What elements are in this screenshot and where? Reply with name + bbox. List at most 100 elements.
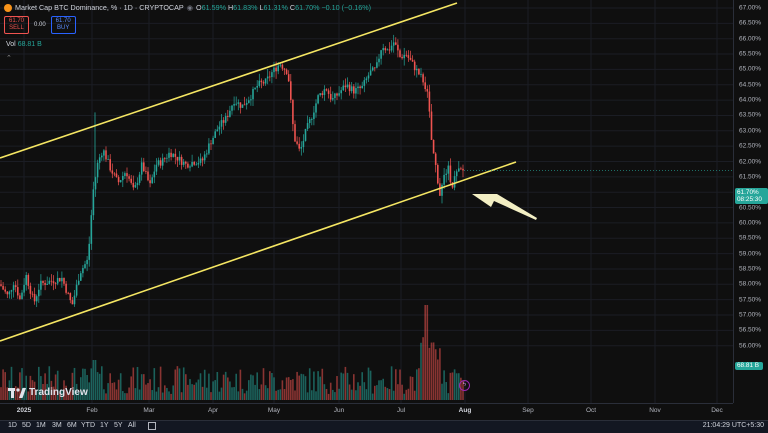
volume-legend[interactable]: Vol 68.81 B — [6, 41, 42, 48]
sell-button[interactable]: 61.70 SELL — [4, 16, 29, 34]
candle-body — [403, 54, 405, 59]
candle-body — [411, 59, 414, 62]
price-tick: 67.00% — [739, 4, 762, 12]
range-button-1d[interactable]: 1D — [8, 422, 17, 429]
candle-body — [65, 283, 67, 293]
price-tick: 65.50% — [739, 50, 762, 58]
price-chart[interactable] — [0, 0, 733, 403]
candle-body — [308, 119, 311, 124]
ohlc-value: 61.31% — [263, 3, 290, 12]
candle-body — [77, 280, 80, 285]
spread-value: 0.00 — [34, 22, 46, 28]
candle-body — [25, 274, 27, 285]
range-button-5d[interactable]: 5D — [22, 422, 31, 429]
volume-bar — [147, 383, 149, 400]
volume-bar — [33, 381, 36, 400]
ohlc-value: 61.70% — [295, 3, 322, 12]
range-button-ytd[interactable]: YTD — [81, 422, 95, 429]
price-tick: 64.00% — [739, 96, 762, 104]
volume-bar — [260, 384, 263, 400]
candle-body — [245, 102, 248, 105]
volume-bar — [42, 383, 44, 400]
candle-body — [437, 164, 439, 184]
volume-bar — [107, 383, 109, 400]
volume-bar — [449, 372, 452, 400]
bitcoin-icon — [4, 3, 12, 12]
candle-body — [443, 174, 445, 185]
candle-body — [19, 295, 21, 299]
arrow-annotation[interactable] — [472, 194, 537, 220]
price-axis[interactable]: 67.00% 66.50% 66.00% 65.50% 65.00% 64.50% 64.0… — [733, 0, 768, 403]
candle-body — [48, 280, 51, 284]
volume-bar — [445, 382, 447, 400]
chart-pane[interactable]: Market Cap BTC Dominance, % · 1D · CRYPT… — [0, 0, 733, 403]
candle-body — [103, 150, 105, 156]
candle-body — [94, 177, 97, 190]
lower-channel-line[interactable] — [0, 161, 517, 342]
volume-bar — [136, 366, 139, 400]
volume-bar — [17, 387, 19, 400]
candle-body — [203, 154, 206, 161]
volume-bar — [19, 372, 21, 400]
candle-body — [212, 137, 214, 145]
price-tick: 56.00% — [739, 342, 762, 350]
upper-channel-line[interactable] — [0, 2, 458, 159]
candle-body — [422, 74, 424, 83]
candle-body — [73, 295, 76, 305]
candle-body — [241, 104, 244, 108]
lightning-icon[interactable]: ϟ — [459, 380, 470, 391]
candle-body — [88, 243, 90, 260]
candle-body — [105, 150, 107, 160]
volume-bar — [285, 377, 288, 400]
price-tick: 58.00% — [739, 280, 762, 288]
volume-bar — [206, 387, 208, 400]
collapse-icon[interactable]: ⌃ — [6, 55, 12, 62]
range-button-1m[interactable]: 1M — [36, 422, 46, 429]
candle-body — [361, 85, 363, 89]
volume-bar — [71, 372, 74, 400]
calendar-icon[interactable] — [148, 422, 156, 430]
range-button-all[interactable]: All — [128, 422, 136, 429]
volume-bar — [325, 388, 328, 400]
candle-body — [256, 85, 258, 88]
candle-body — [382, 48, 384, 51]
candle-body — [161, 158, 164, 166]
volume-bar — [382, 378, 384, 400]
range-button-5y[interactable]: 5Y — [114, 422, 123, 429]
candle-body — [82, 268, 84, 274]
candle-body — [300, 147, 303, 149]
candle-body — [143, 162, 145, 172]
volume-bar — [447, 393, 450, 400]
volume-bar — [77, 392, 80, 400]
ohlc-value: 61.83% — [233, 3, 260, 12]
candle-body — [222, 120, 225, 123]
clock[interactable]: 21:04:29 UTC+5:30 — [702, 422, 764, 429]
volume-bar — [443, 370, 445, 400]
time-axis[interactable]: 2025 Feb Mar Apr May Jun Jul Aug Sep Oct Nov Dec — [0, 403, 733, 421]
volume-bar — [363, 382, 366, 400]
candle-body — [113, 173, 116, 175]
candle-body — [254, 87, 256, 89]
volume-bar — [239, 369, 242, 400]
price-tick: 57.50% — [739, 296, 762, 304]
candle-body — [449, 165, 452, 183]
volume-bar — [29, 375, 32, 400]
volume-bar — [222, 374, 225, 400]
buy-button[interactable]: 61.70 BUY — [50, 16, 76, 34]
range-button-1y[interactable]: 1Y — [100, 422, 109, 429]
volume-bar — [214, 380, 216, 400]
volume-bar — [50, 380, 53, 400]
candle-body — [168, 152, 170, 158]
candle-body — [296, 141, 298, 144]
eye-icon[interactable]: ◉ — [186, 3, 193, 12]
range-button-6m[interactable]: 6M — [67, 422, 77, 429]
candle-body — [428, 91, 431, 112]
volume-bar — [374, 385, 376, 400]
time-tick: Feb — [86, 407, 98, 414]
candle-body — [378, 58, 380, 63]
range-button-3m[interactable]: 3M — [52, 422, 62, 429]
volume-bar — [134, 388, 137, 400]
symbol-title[interactable]: Market Cap BTC Dominance, % · 1D · CRYPT… — [15, 3, 184, 12]
volume-bar — [277, 389, 279, 400]
volume-bar — [80, 377, 82, 400]
